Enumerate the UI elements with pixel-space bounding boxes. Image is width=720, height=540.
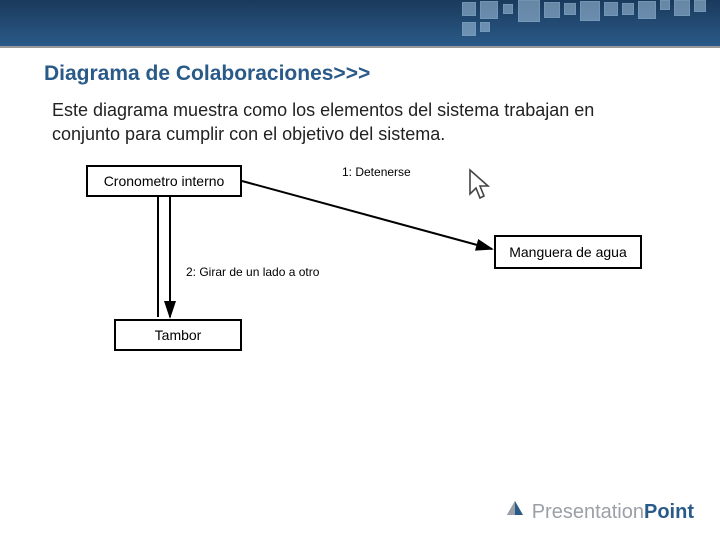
edge-label: 2: Girar de un lado a otro <box>186 265 319 279</box>
brand-text-right: Point <box>644 501 694 524</box>
edge-arrow <box>86 165 646 405</box>
brand-text-left: Presentation <box>532 501 644 524</box>
collaboration-diagram: Cronometro interno Manguera de agua Tamb… <box>86 165 646 405</box>
slide-title: Diagrama de Colaboraciones>>> <box>0 48 720 86</box>
header-band <box>0 0 720 48</box>
header-decor-squares <box>460 0 720 48</box>
footer-brand: PresentationPoint <box>504 498 694 524</box>
cursor-icon <box>466 168 494 204</box>
brand-mark-icon <box>504 498 526 523</box>
slide-description: Este diagrama muestra como los elementos… <box>0 86 720 147</box>
